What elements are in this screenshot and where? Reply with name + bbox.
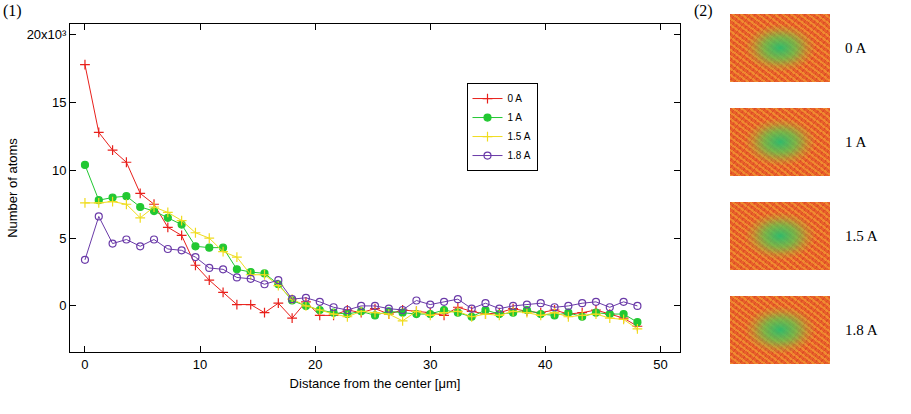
svg-text:20x10³: 20x10³ <box>27 27 67 42</box>
svg-text:Number of atoms: Number of atoms <box>5 138 20 238</box>
svg-text:50: 50 <box>653 357 667 372</box>
svg-text:10: 10 <box>52 163 66 178</box>
svg-text:10: 10 <box>193 357 207 372</box>
html-text:1 A: 1 A <box>845 134 867 150</box>
svg-text:30: 30 <box>423 357 437 372</box>
svg-text:Distance from the center [μm]: Distance from the center [μm] <box>290 376 461 391</box>
html-text:0 A: 0 A <box>845 40 867 56</box>
svg-text:1 A: 1 A <box>508 112 523 123</box>
svg-text:0: 0 <box>81 357 88 372</box>
svg-text:1.5 A: 1.5 A <box>508 131 531 142</box>
svg-text:5: 5 <box>59 231 66 246</box>
svg-text:40: 40 <box>538 357 552 372</box>
svg-text:15: 15 <box>52 95 66 110</box>
html-text:(1): (1) <box>3 2 22 19</box>
svg-text:0: 0 <box>59 298 66 313</box>
svg-text:0 A: 0 A <box>508 93 523 104</box>
html-text:1.5 A: 1.5 A <box>845 228 878 244</box>
html-text:(2): (2) <box>694 2 713 19</box>
svg-text:1.8 A: 1.8 A <box>508 150 531 161</box>
svg-text:20: 20 <box>308 357 322 372</box>
html-text:1.8 A: 1.8 A <box>845 322 878 338</box>
